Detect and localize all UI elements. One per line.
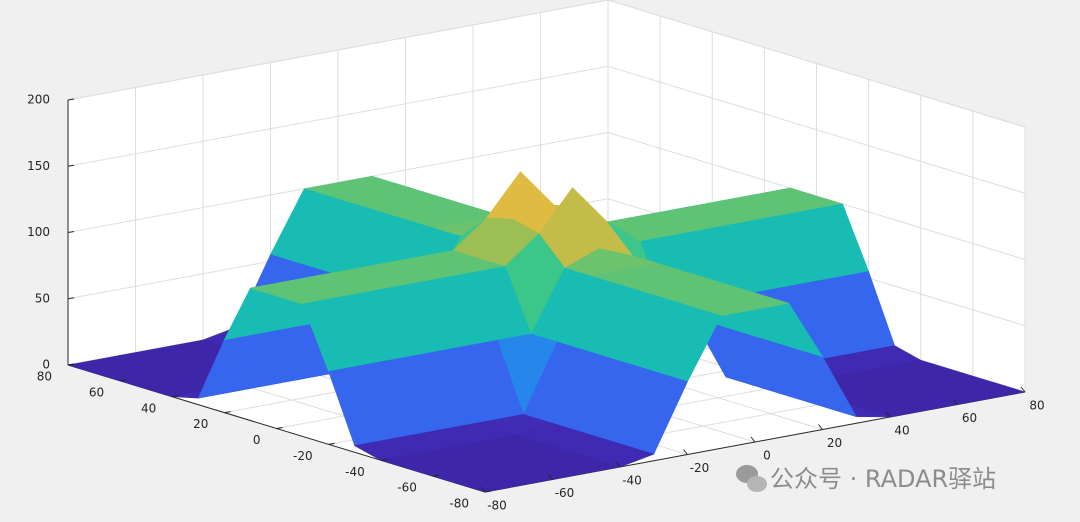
x-tick-label: -20 (690, 461, 710, 475)
tick-mark (276, 427, 283, 429)
tick-mark (67, 363, 75, 366)
tick-mark (67, 231, 75, 233)
tick-mark (480, 486, 486, 493)
tick-mark (885, 411, 891, 418)
z-tick-label: 0 (42, 358, 50, 372)
y-tick-label: 20 (193, 417, 208, 431)
tick-mark (615, 461, 621, 468)
tick-mark (67, 164, 75, 167)
y-tick-label: -40 (345, 465, 365, 479)
tick-mark (172, 395, 179, 398)
y-tick-label: 60 (89, 385, 104, 399)
y-tick-label: 40 (141, 401, 156, 415)
tick-mark (224, 411, 231, 414)
tick-mark (683, 449, 688, 455)
y-tick-label: -80 (449, 497, 469, 511)
z-tick-label: 200 (27, 93, 50, 107)
tick-mark (67, 297, 75, 300)
tick-mark (328, 442, 335, 445)
y-tick-label: -60 (397, 481, 417, 495)
z-tick-label: 150 (27, 159, 50, 173)
x-tick-label: -60 (555, 486, 575, 500)
x-tick-label: 60 (962, 411, 977, 425)
watermark-text: 公众号 · RADAR驿站 (770, 465, 996, 493)
surface-patch (458, 477, 519, 493)
x-tick-label: -80 (487, 499, 507, 513)
x-tick-label: 80 (1029, 399, 1044, 413)
z-tick-label: 100 (27, 225, 50, 239)
tick-mark (750, 436, 756, 443)
x-tick-label: 20 (827, 436, 842, 450)
icon (747, 476, 767, 492)
watermark: 公众号 · RADAR驿站 (736, 465, 996, 493)
tick-mark (548, 474, 553, 480)
tick-mark (1020, 386, 1026, 393)
x-tick-label: -40 (622, 474, 642, 488)
y-tick-label: 0 (253, 433, 261, 447)
x-tick-label: 40 (894, 424, 909, 438)
box-edge (67, 0, 1026, 128)
tick-mark (432, 474, 439, 477)
y-tick-label: 80 (37, 370, 52, 384)
tick-mark (484, 490, 492, 493)
tick-mark (818, 424, 823, 430)
tick-mark (120, 379, 127, 382)
tick-mark (953, 399, 958, 405)
z-tick-label: 50 (35, 291, 50, 305)
y-tick-label: -20 (293, 449, 313, 463)
tick-mark (380, 458, 387, 461)
x-tick-label: 0 (763, 449, 771, 463)
tick-mark (67, 98, 75, 101)
